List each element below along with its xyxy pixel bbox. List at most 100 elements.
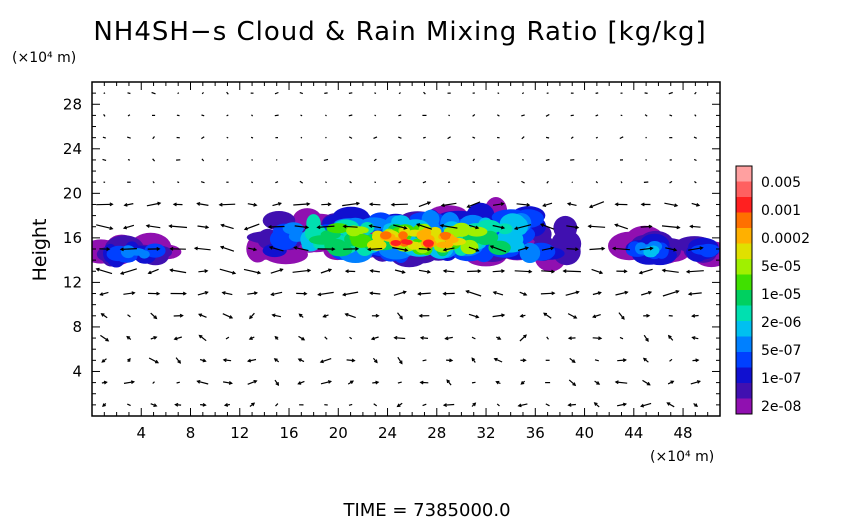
wind-vector	[668, 91, 673, 95]
wind-vector-head	[399, 360, 403, 365]
wind-vector-head	[223, 402, 229, 407]
wind-vector-head	[182, 291, 187, 296]
wind-vector	[199, 334, 207, 342]
wind-vector-head	[419, 335, 424, 340]
wind-vector	[615, 381, 628, 384]
wind-vector-head	[575, 290, 580, 295]
wind-vector-head	[349, 380, 354, 384]
wind-vector-head	[401, 270, 406, 274]
cloud-cell	[440, 233, 451, 240]
wind-vector-head	[218, 202, 223, 207]
wind-vector-head	[691, 336, 696, 340]
wind-vector	[244, 223, 260, 230]
wind-vector	[250, 136, 254, 139]
wind-vector-head	[369, 269, 374, 273]
wind-vector	[398, 92, 401, 95]
wind-vector	[640, 402, 652, 407]
wind-vector-head	[307, 268, 312, 273]
wind-vector	[200, 181, 205, 184]
wind-vector	[269, 246, 284, 252]
wind-vector-head	[475, 314, 480, 319]
wind-vector	[268, 225, 285, 228]
wind-vector	[324, 336, 328, 340]
wind-vector	[320, 358, 332, 363]
wind-vector-head	[198, 334, 203, 339]
x-tick-label: 12	[230, 424, 249, 442]
wind-vector	[522, 159, 524, 161]
colorbar-label: 0.005	[761, 175, 801, 191]
wind-vector	[422, 403, 427, 407]
colorbar-swatch	[736, 228, 752, 244]
wind-vector	[325, 136, 327, 139]
y-tick-label: 8	[72, 318, 82, 336]
wind-vector-head	[270, 292, 275, 297]
colorbar-swatch	[736, 290, 752, 306]
wind-vector	[521, 114, 525, 117]
wind-vector-head	[298, 313, 303, 318]
wind-vector	[152, 381, 155, 384]
x-tick-label: 36	[526, 424, 545, 442]
wind-vector-head	[169, 268, 174, 273]
cloud-cell	[466, 226, 488, 237]
wind-vector-head	[130, 380, 136, 385]
wind-vector	[641, 291, 652, 296]
wind-vector	[371, 336, 379, 340]
wind-vector-head	[622, 358, 627, 363]
wind-vector	[567, 313, 577, 319]
wind-vector-head	[155, 359, 160, 364]
wind-vector	[514, 270, 532, 273]
wind-vector	[595, 181, 599, 184]
wind-vector	[423, 91, 426, 95]
wind-vector	[348, 136, 353, 139]
wind-vector-head	[492, 290, 497, 295]
wind-vector	[299, 180, 304, 184]
wind-vector	[466, 290, 482, 297]
wind-vector-head	[551, 269, 556, 274]
cloud-cell	[403, 239, 413, 245]
wind-vector	[566, 225, 579, 229]
wind-vector-head	[303, 291, 308, 296]
wind-vector-head	[673, 247, 678, 252]
wind-vector	[243, 268, 261, 274]
wind-vector-head	[592, 314, 597, 319]
colorbar-swatch	[736, 383, 752, 399]
x-unit-label: (×10⁴ m)	[650, 449, 714, 465]
wind-vector	[247, 358, 257, 362]
wind-vector-head	[145, 224, 150, 228]
wind-vector	[664, 202, 678, 207]
wind-vector	[325, 181, 327, 184]
wind-vector	[418, 201, 431, 208]
wind-vector-head	[221, 291, 226, 295]
wind-vector-head	[331, 247, 336, 251]
wind-vector-head	[599, 270, 604, 275]
wind-vector-head	[355, 246, 360, 251]
wind-vector	[222, 291, 233, 296]
wind-vector-head	[689, 224, 694, 229]
wind-vector	[374, 114, 377, 117]
wind-vector-head	[471, 357, 476, 362]
wind-vector-head	[500, 202, 505, 206]
colorbar-swatch	[736, 398, 752, 415]
wind-vector	[686, 270, 704, 273]
wind-vector	[588, 225, 606, 228]
wind-vector-head	[253, 379, 258, 384]
wind-vector-head	[472, 402, 477, 407]
wind-vector-head	[198, 313, 203, 317]
wind-vector-head	[344, 312, 349, 317]
wind-vector-head	[342, 224, 347, 229]
wind-vector	[447, 136, 451, 140]
wind-vector-head	[105, 337, 110, 342]
wind-vector-head	[667, 334, 672, 339]
wind-vector	[496, 403, 500, 407]
wind-vector-head	[696, 380, 701, 384]
wind-vector	[619, 136, 624, 140]
wind-vector-head	[102, 403, 106, 407]
wind-vector-head	[571, 359, 576, 364]
wind-vector-head	[179, 313, 184, 318]
wind-vector	[493, 203, 504, 206]
wind-vector-head	[156, 247, 161, 251]
wind-vector	[545, 403, 550, 407]
wind-vector-head	[306, 202, 311, 206]
wind-vector-head	[99, 292, 104, 296]
wind-vector	[271, 291, 283, 296]
